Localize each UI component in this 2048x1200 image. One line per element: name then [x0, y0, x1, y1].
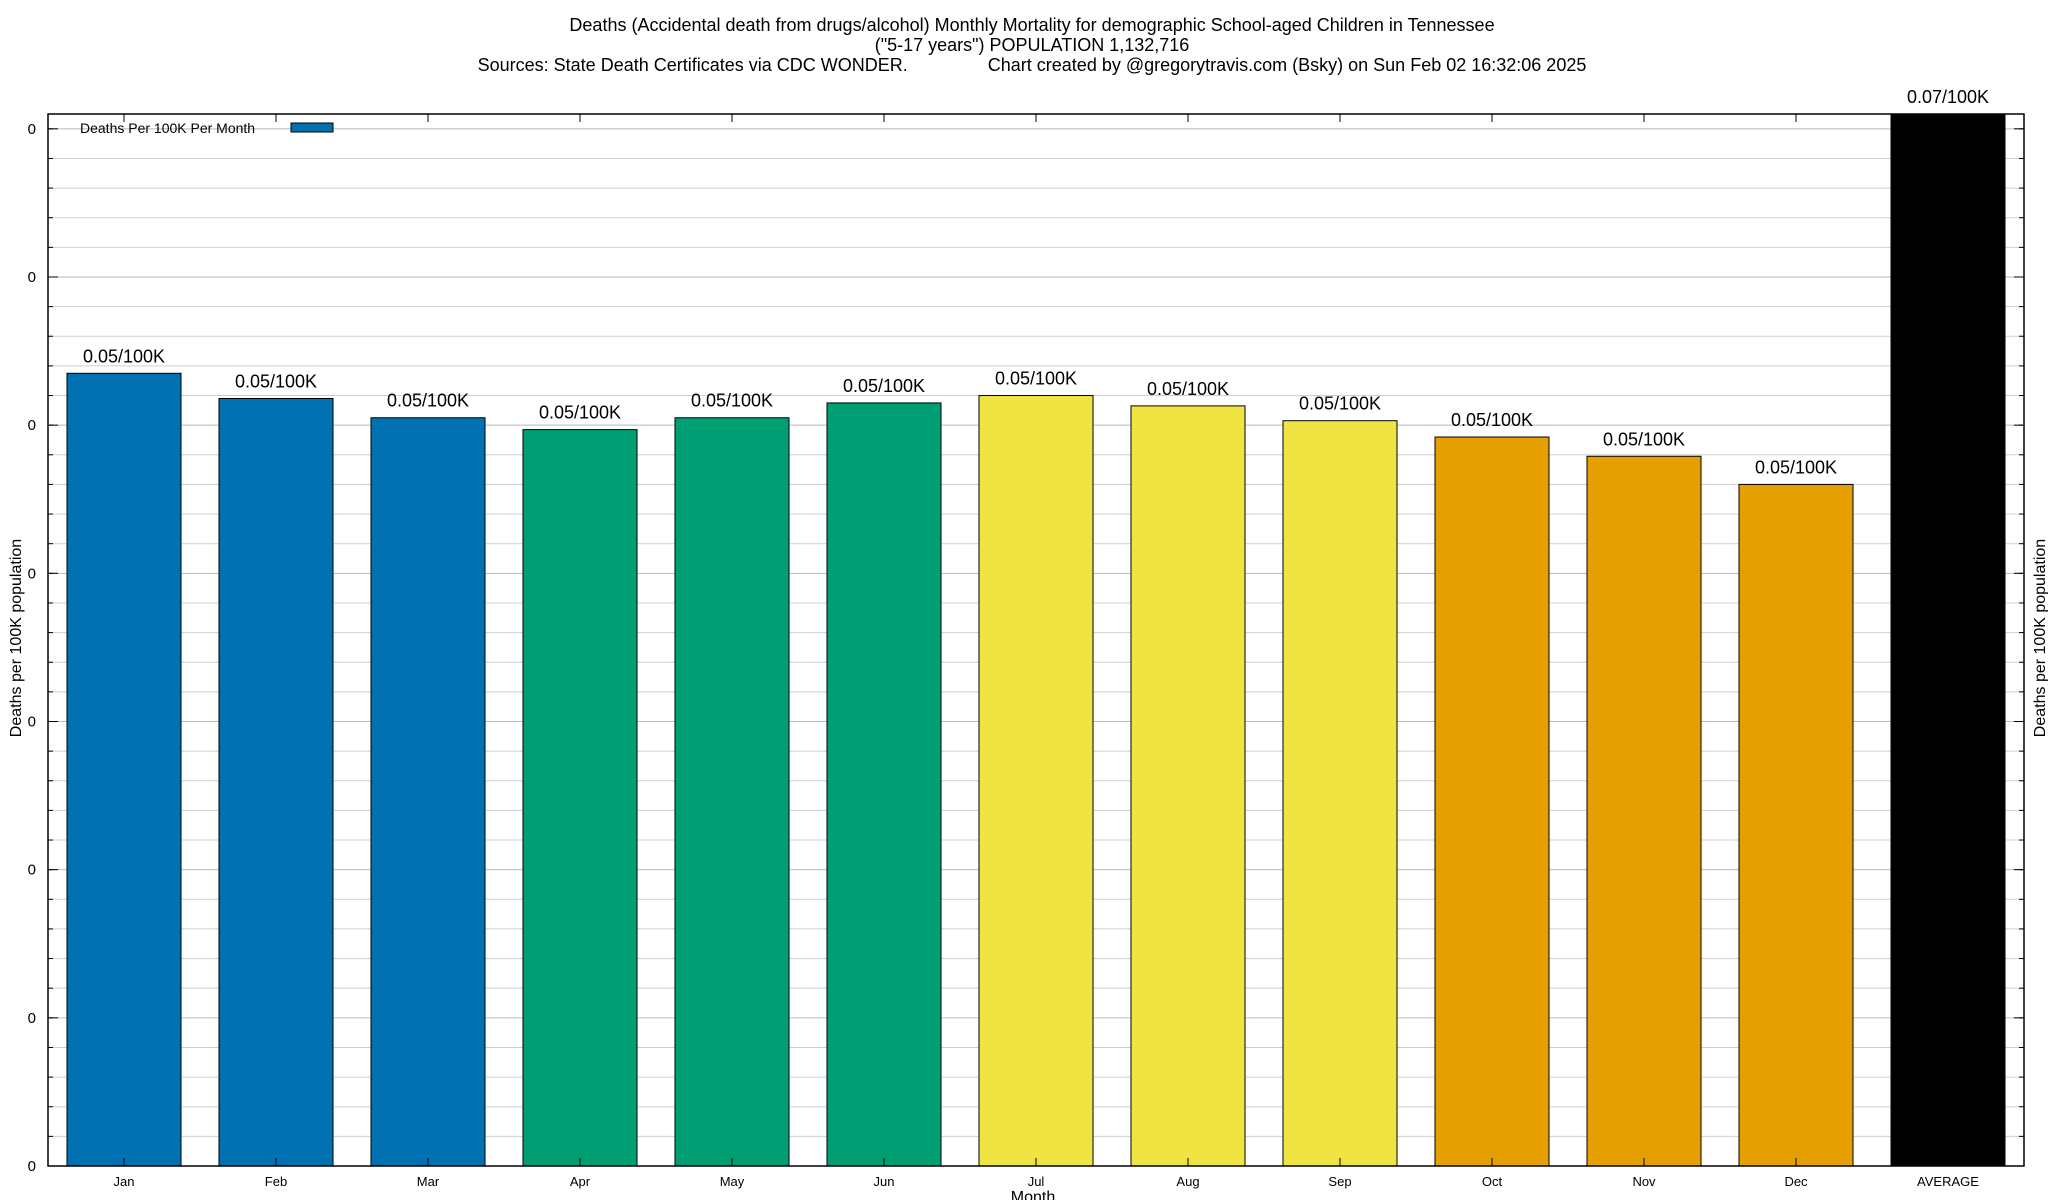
- y-tick-label: 0: [28, 121, 36, 138]
- chart-title-line-1: Deaths (Accidental death from drugs/alco…: [569, 15, 1494, 35]
- x-tick-label-apr: Apr: [570, 1174, 591, 1189]
- bar-sep: [1282, 420, 1398, 1167]
- bar-jun: [826, 402, 942, 1167]
- bar-oct: [1434, 436, 1550, 1167]
- axis-ticks: Jan Feb Mar Apr May Jun Jul Aug Sep Oct Nov Dec AVER…: [28, 114, 2024, 1189]
- x-tick-label-jan: Jan: [114, 1174, 135, 1189]
- legend: Deaths Per 100K Per Month: [80, 120, 334, 136]
- value-label-may: 0.05/100K: [691, 391, 773, 411]
- y-tick-label: 0: [28, 565, 36, 582]
- bars: [66, 113, 2006, 1167]
- bar-dec: [1738, 483, 1854, 1167]
- legend-swatch: [290, 122, 334, 133]
- bar-may: [674, 417, 790, 1167]
- bar-jul: [978, 395, 1094, 1167]
- x-tick-label-dec: Dec: [1784, 1174, 1808, 1189]
- bar-nov: [1586, 455, 1702, 1167]
- value-label-feb: 0.05/100K: [235, 371, 317, 391]
- value-label-jan: 0.05/100K: [83, 346, 165, 366]
- x-tick-label-nov: Nov: [1632, 1174, 1656, 1189]
- bar-feb: [218, 397, 334, 1167]
- value-label-mar: 0.05/100K: [387, 391, 469, 411]
- y-tick-label: 0: [28, 713, 36, 730]
- value-label-apr: 0.05/100K: [539, 403, 621, 423]
- value-label-dec: 0.05/100K: [1755, 457, 1837, 477]
- value-label-aug: 0.05/100K: [1147, 379, 1229, 399]
- value-label-jun: 0.05/100K: [843, 376, 925, 396]
- x-tick-label-feb: Feb: [265, 1174, 287, 1189]
- y-tick-label: 0: [28, 862, 36, 879]
- bar-apr: [522, 429, 638, 1167]
- y-tick-label: 0: [28, 1010, 36, 1027]
- y-tick-label: 0: [28, 1158, 36, 1175]
- x-tick-label-aug: Aug: [1176, 1174, 1199, 1189]
- bar-average: [1890, 113, 2006, 1167]
- x-tick-label-sep: Sep: [1328, 1174, 1351, 1189]
- x-tick-label-jun: Jun: [874, 1174, 895, 1189]
- legend-label: Deaths Per 100K Per Month: [80, 120, 255, 136]
- bar-aug: [1130, 405, 1246, 1167]
- x-tick-label-average: AVERAGE: [1917, 1174, 1979, 1189]
- value-label-nov: 0.05/100K: [1603, 429, 1685, 449]
- x-tick-label-oct: Oct: [1482, 1174, 1503, 1189]
- bar-mar: [370, 417, 486, 1167]
- value-label-jul: 0.05/100K: [995, 369, 1077, 389]
- x-axis-title: Month: [1011, 1189, 1055, 1200]
- y-axis-title: Deaths per 100K population: [8, 539, 25, 737]
- bar-jan: [66, 372, 182, 1167]
- chart-titles: Deaths (Accidental death from drugs/alco…: [8, 15, 2048, 1200]
- x-tick-label-jul: Jul: [1028, 1174, 1045, 1189]
- x-tick-label-mar: Mar: [417, 1174, 440, 1189]
- y-tick-label: 0: [28, 269, 36, 286]
- value-label-average: 0.07/100K: [1907, 87, 1989, 107]
- y2-axis-title: Deaths per 100K population: [2032, 539, 2048, 737]
- value-label-sep: 0.05/100K: [1299, 394, 1381, 414]
- y-tick-label: 0: [28, 417, 36, 434]
- chart-title-line-3: Sources: State Death Certificates via CD…: [478, 55, 1587, 75]
- x-tick-label-may: May: [720, 1174, 745, 1189]
- value-label-oct: 0.05/100K: [1451, 410, 1533, 430]
- value-labels: 0.05/100K 0.05/100K 0.05/100K 0.05/100K 0.05…: [83, 87, 1989, 477]
- chart-title-line-2: ("5-17 years") POPULATION 1,132,716: [875, 35, 1190, 55]
